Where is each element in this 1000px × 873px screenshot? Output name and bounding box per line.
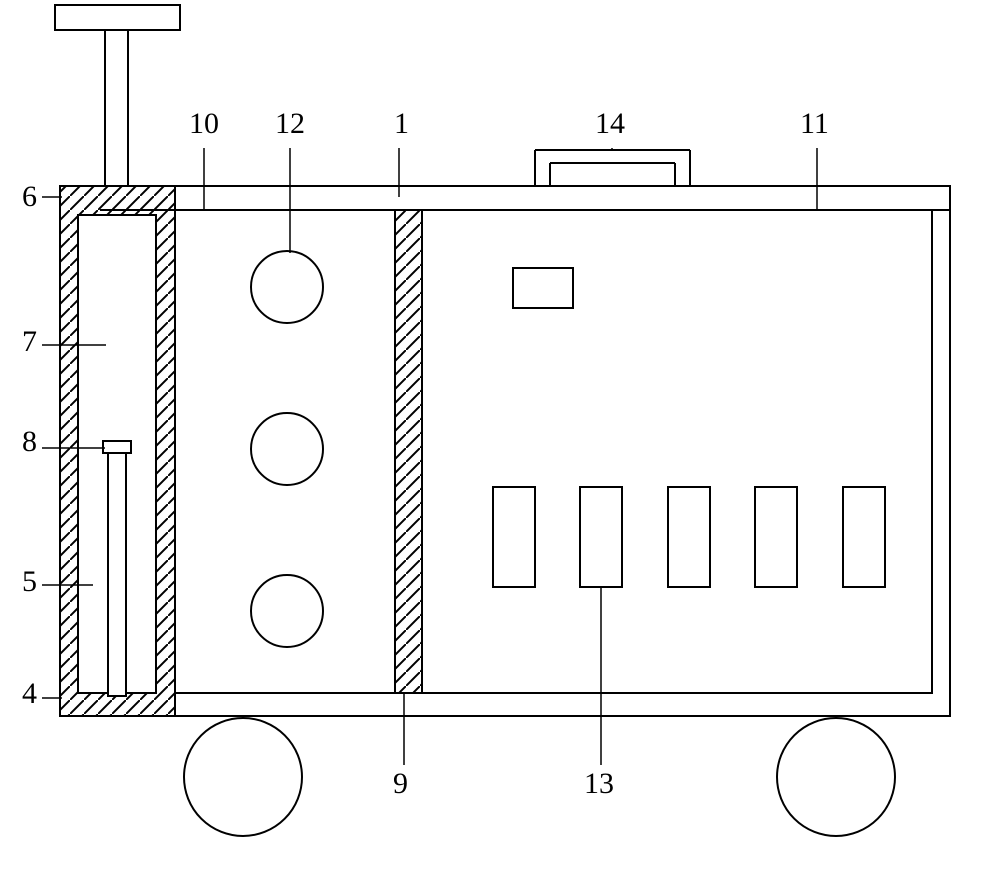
left-circle-0 xyxy=(251,251,323,323)
t-handle-top xyxy=(55,5,180,30)
label-8: 8 xyxy=(22,425,37,459)
left-circle-2 xyxy=(251,575,323,647)
label-13: 13 xyxy=(584,767,614,801)
slot-2 xyxy=(668,487,710,587)
inner-rod xyxy=(108,448,126,696)
left-circle-1 xyxy=(251,413,323,485)
slot-0 xyxy=(493,487,535,587)
slot-3 xyxy=(755,487,797,587)
wheel-1 xyxy=(777,718,895,836)
label-5: 5 xyxy=(22,565,37,599)
small-rect-right xyxy=(513,268,573,308)
label-11: 11 xyxy=(800,107,829,141)
wheel-0 xyxy=(184,718,302,836)
slot-1 xyxy=(580,487,622,587)
diagram-canvas: 14567891011121314 xyxy=(0,0,1000,873)
diagram-svg xyxy=(0,0,1000,873)
label-9: 9 xyxy=(393,767,408,801)
label-7: 7 xyxy=(22,325,37,359)
inner-right-panel xyxy=(422,210,932,693)
label-14: 14 xyxy=(595,107,625,141)
label-10: 10 xyxy=(189,107,219,141)
label-12: 12 xyxy=(275,107,305,141)
label-4: 4 xyxy=(22,677,37,711)
slot-4 xyxy=(843,487,885,587)
label-1: 1 xyxy=(394,107,409,141)
inner-rod-cap xyxy=(103,441,131,453)
hatched-divider xyxy=(395,210,422,693)
label-6: 6 xyxy=(22,180,37,214)
